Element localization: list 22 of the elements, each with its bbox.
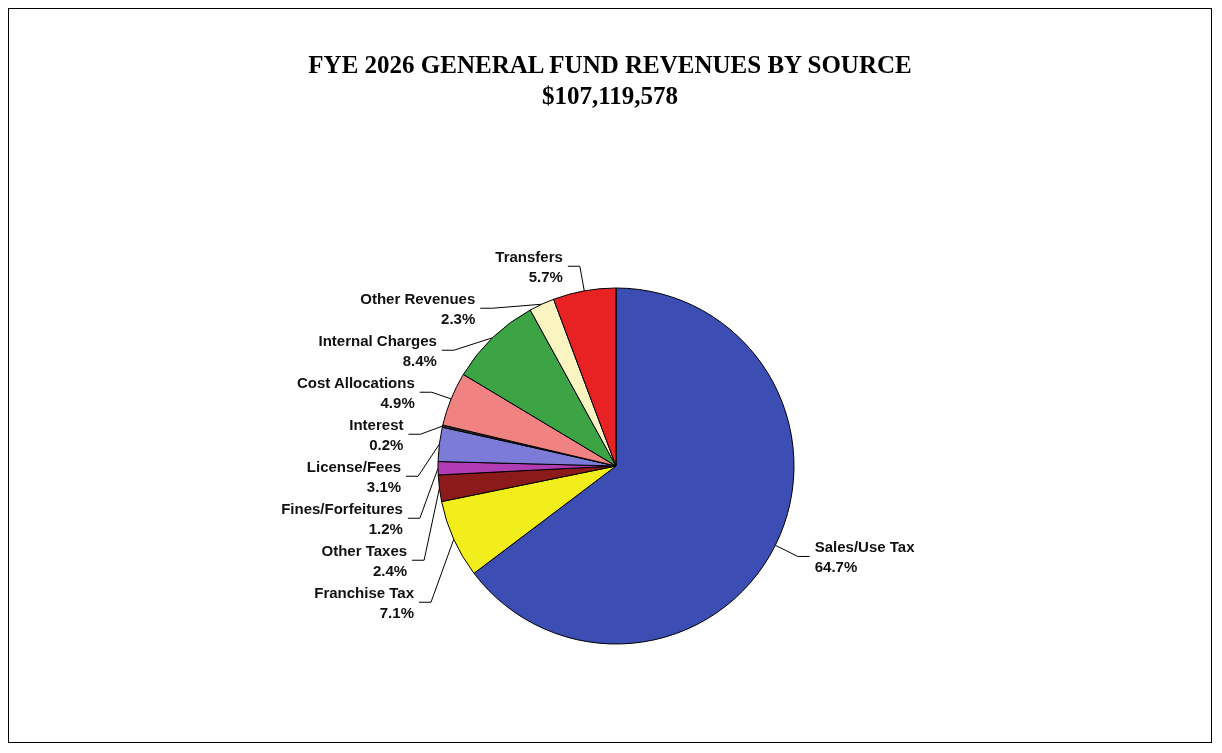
data-label: 5.7%	[528, 267, 563, 285]
slice-label: License/Fees	[306, 457, 402, 475]
data-label: 64.7%	[814, 557, 858, 575]
data-label: 7.1%	[379, 603, 414, 621]
data-label: 0.2%	[369, 435, 404, 453]
chart-subtitle: $107,119,578	[541, 82, 679, 109]
data-label: 1.2%	[368, 519, 403, 537]
slice-label: Internal Charges	[318, 331, 437, 349]
data-label: 2.4%	[372, 561, 408, 579]
data-label: 4.9%	[380, 393, 415, 411]
data-label: 3.1%	[366, 477, 402, 495]
slice-label: Transfers	[495, 247, 563, 265]
slice-label: Fines/Forfeitures	[281, 499, 403, 517]
slice-label: Franchise Tax	[314, 583, 415, 601]
slice-label: Other Revenues	[360, 289, 476, 307]
data-label: 8.4%	[402, 351, 437, 369]
slice-label: Sales/Use Tax	[814, 537, 916, 555]
chart-title: FYE 2026 GENERAL FUND REVENUES BY SOURCE	[308, 51, 912, 78]
data-label: 2.3%	[441, 309, 476, 327]
slice-label: Other Taxes	[321, 541, 408, 559]
slice-label: Interest	[349, 415, 404, 433]
slice-label: Cost Allocations	[296, 373, 415, 391]
